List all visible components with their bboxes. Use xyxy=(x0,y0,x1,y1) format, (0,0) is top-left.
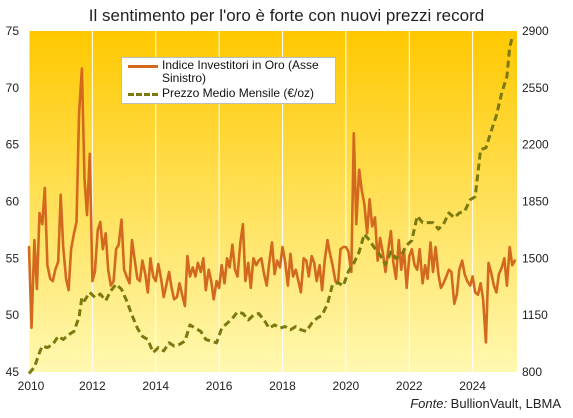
x-tick-label: 2014 xyxy=(142,379,169,393)
y-left-tick-label: 65 xyxy=(6,138,20,152)
y-right-tick-label: 2550 xyxy=(522,81,549,95)
legend-swatch-sentiment xyxy=(128,59,158,73)
source-label: Fonte: xyxy=(410,396,448,411)
source-text: BullionVault, LBMA xyxy=(447,396,561,411)
chart-title: Il sentimento per l'oro è forte con nuov… xyxy=(88,6,485,25)
axis-labels: 2010 2012 2014 2016 2018 2020 2022 2024 45 50 55 60… xyxy=(6,24,549,393)
x-tick-label: 2016 xyxy=(206,379,233,393)
legend-item-price: Prezzo Medio Mensile (€/oz) xyxy=(128,87,332,101)
x-tick-label: 2012 xyxy=(79,379,106,393)
legend-label-price: Prezzo Medio Mensile (€/oz) xyxy=(162,86,315,100)
x-tick-label: 2020 xyxy=(333,379,360,393)
legend-item-sentiment: Indice Investitori in Oro (Asse Sinistro… xyxy=(128,59,332,85)
y-left-tick-label: 70 xyxy=(6,81,20,95)
chart-legend: Indice Investitori in Oro (Asse Sinistro… xyxy=(121,57,336,104)
y-left-tick-label: 60 xyxy=(6,195,20,209)
x-tick-label: 2022 xyxy=(396,379,423,393)
legend-swatch-price xyxy=(128,87,158,101)
y-left-tick-label: 55 xyxy=(6,251,20,265)
y-right-tick-label: 2900 xyxy=(522,24,549,38)
x-tick-label: 2010 xyxy=(18,379,45,393)
y-left-tick-label: 50 xyxy=(6,308,20,322)
y-right-tick-label: 1500 xyxy=(522,251,549,265)
y-right-tick-label: 1150 xyxy=(522,308,548,322)
series-layer xyxy=(27,36,517,375)
y-right-tick-label: 800 xyxy=(522,365,542,379)
y-left-tick-label: 75 xyxy=(6,24,20,38)
x-tick-label: 2018 xyxy=(269,379,296,393)
source-note: Fonte: BullionVault, LBMA xyxy=(410,396,561,411)
series-line-price xyxy=(27,36,515,375)
y-right-tick-label: 2200 xyxy=(522,138,549,152)
legend-label-sentiment: Indice Investitori in Oro (Asse Sinistro… xyxy=(162,58,319,85)
series-line-sentiment xyxy=(27,67,517,344)
y-right-tick-label: 1850 xyxy=(522,195,549,209)
y-left-tick-label: 45 xyxy=(6,365,20,379)
x-tick-label: 2024 xyxy=(459,379,486,393)
